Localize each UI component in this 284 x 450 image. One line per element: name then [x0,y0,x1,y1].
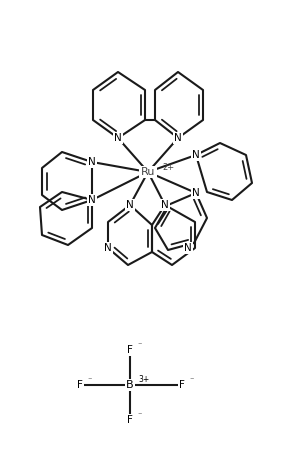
Text: 2+: 2+ [162,162,174,171]
Text: N: N [126,200,134,210]
Text: ⁻: ⁻ [189,375,193,384]
Text: N: N [174,133,182,143]
Text: ⁻: ⁻ [137,341,141,350]
Text: 3+: 3+ [138,374,149,383]
Text: F: F [127,415,133,425]
Text: Ru: Ru [141,167,155,177]
Text: N: N [192,150,200,160]
Text: F: F [77,380,83,390]
Text: B: B [126,380,134,390]
Text: ⁻: ⁻ [137,410,141,419]
Text: N: N [104,243,112,253]
Text: N: N [161,200,169,210]
Text: F: F [179,380,185,390]
Text: N: N [88,195,96,205]
Text: N: N [114,133,122,143]
Text: F: F [127,345,133,355]
Text: N: N [88,157,96,167]
Text: N: N [192,188,200,198]
Text: N: N [184,243,192,253]
Text: ⁻: ⁻ [87,375,91,384]
